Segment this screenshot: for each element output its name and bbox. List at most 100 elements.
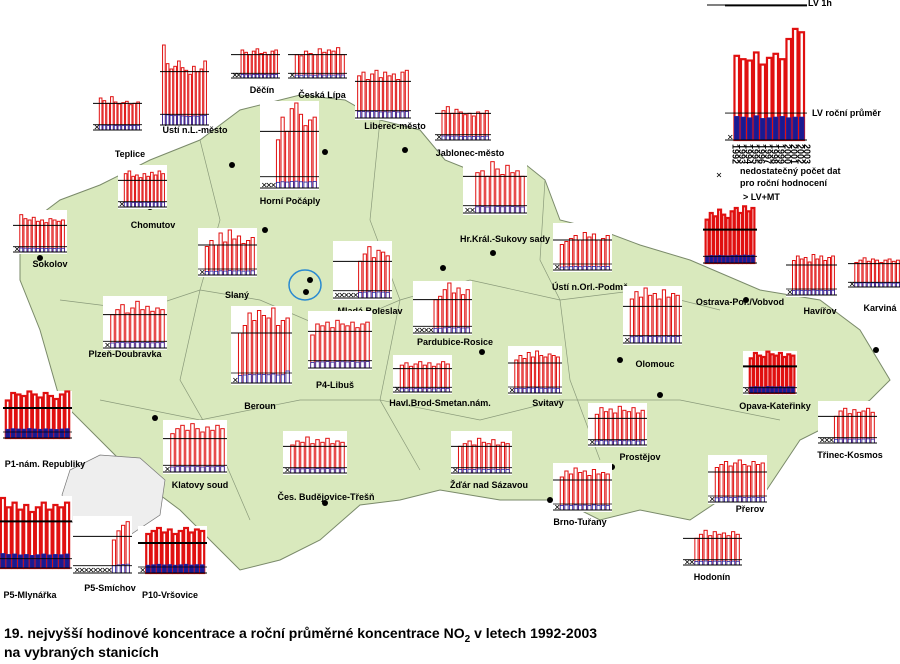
hourly-bar — [458, 111, 463, 141]
annual-bar — [436, 388, 441, 393]
annual-bar — [35, 554, 41, 569]
hourly-bar — [451, 292, 457, 334]
annual-bar — [261, 374, 266, 384]
annual-bar — [263, 74, 267, 79]
missing-mark — [233, 377, 238, 383]
station-label: Sokolov — [32, 259, 67, 269]
annual-bar — [135, 341, 140, 349]
annual-bar — [751, 496, 756, 503]
station-label: Beroun — [244, 401, 276, 411]
annual-bar — [102, 124, 107, 131]
annual-bar — [467, 135, 472, 141]
station: P5-Mlynářka — [0, 496, 72, 600]
annual-bar — [617, 440, 622, 446]
annual-bar — [737, 496, 742, 503]
annual-bar — [125, 124, 129, 131]
hourly-bar — [559, 244, 564, 271]
annual-bar — [629, 336, 634, 344]
annual-bar — [242, 374, 247, 384]
annual-bar — [480, 135, 485, 141]
annual-bar — [735, 560, 740, 566]
annual-bar — [56, 247, 61, 253]
annual-bar — [156, 563, 162, 574]
hourly-bar — [271, 307, 276, 384]
station-label: P5-Smíchov — [84, 583, 136, 593]
annual-bar — [298, 181, 303, 189]
annual-bar — [23, 247, 28, 253]
annual-bar — [438, 327, 443, 334]
annual-bar — [131, 202, 135, 208]
annual-bar — [59, 428, 65, 439]
hourly-bar — [27, 219, 32, 253]
annual-bar — [447, 327, 452, 334]
hourly-bar — [204, 246, 209, 276]
annual-bar — [151, 564, 156, 574]
annual-bar — [345, 361, 350, 369]
legend-label: LV roční průměr — [812, 108, 881, 118]
annual-bar — [16, 428, 21, 439]
hourly-bar — [636, 412, 641, 446]
annual-bar — [153, 201, 158, 208]
station-charts: Teplice Ústí n.L.-město Děčín Česká Lípa Lib… — [0, 41, 900, 600]
hourly-bar — [275, 139, 281, 189]
annual-bar — [657, 336, 662, 344]
station: Žďár nad Sázavou — [450, 431, 528, 490]
hourly-bar — [596, 239, 601, 271]
annual-bar — [209, 270, 214, 276]
missing-mark — [165, 466, 170, 472]
annual-bar — [29, 555, 35, 569]
hourly-bar — [303, 125, 308, 189]
annual-bar — [150, 201, 154, 208]
annual-bar — [866, 282, 871, 288]
annual-bar — [472, 469, 477, 474]
hourly-bar — [252, 320, 257, 384]
hourly-bar — [385, 255, 390, 299]
hourly-bar — [340, 54, 345, 79]
annual-bar — [746, 497, 751, 503]
hourly-bar — [320, 441, 325, 474]
missing-mark — [465, 207, 470, 213]
annual-bar — [190, 465, 195, 473]
annual-bar — [117, 125, 122, 131]
station-label: Ústí n.Orl.-Podmě — [552, 281, 628, 292]
annual-bar — [303, 181, 308, 189]
annual-bar — [601, 266, 606, 271]
hourly-bar — [312, 116, 317, 189]
annual-bar — [463, 135, 468, 141]
annual-bar — [27, 247, 32, 253]
hourly-bar — [331, 50, 336, 79]
annual-bar — [274, 74, 278, 79]
hourly-bar — [170, 433, 175, 473]
year-label: 1997 — [763, 144, 773, 164]
hourly-bar — [694, 537, 699, 566]
annual-bar — [484, 135, 489, 141]
missing-mark — [710, 496, 715, 502]
annual-bar — [170, 466, 175, 473]
annual-bar — [160, 342, 165, 349]
prague-outline — [288, 269, 322, 301]
hourly-bar — [578, 239, 583, 271]
hourly-bar — [746, 465, 752, 503]
annual-bar — [766, 117, 772, 141]
annual-bar — [376, 291, 381, 299]
annual-bar — [169, 115, 174, 126]
annual-bar — [374, 111, 379, 119]
annual-bar — [605, 504, 610, 511]
missing-mark — [140, 567, 145, 573]
hourly-bar — [335, 440, 340, 474]
annual-bar — [471, 136, 476, 141]
annual-bar — [32, 428, 38, 439]
station-label: Ostrava-Por./Vobvod — [696, 297, 784, 307]
annual-bar — [441, 387, 446, 393]
hourly-bar — [381, 251, 386, 299]
hourly-bar — [856, 411, 862, 444]
year-label: 2001 — [789, 144, 799, 164]
annual-bar — [361, 111, 366, 119]
annual-bar — [708, 561, 713, 566]
annual-bar — [547, 387, 552, 394]
annual-bar — [189, 564, 194, 574]
annual-bar — [569, 504, 574, 511]
missing-mark — [428, 327, 434, 333]
year-label: 2002 — [795, 144, 805, 164]
hourly-bar — [613, 412, 618, 446]
